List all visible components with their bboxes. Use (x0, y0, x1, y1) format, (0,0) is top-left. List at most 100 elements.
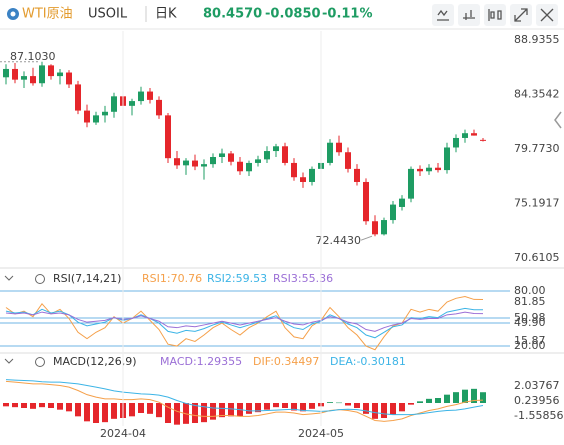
macd-bar (327, 402, 333, 403)
macd-bar (201, 403, 207, 423)
y-tick-label: 75.1917 (514, 196, 560, 209)
candle-body (264, 151, 270, 160)
candle-body (345, 152, 351, 169)
macd-bar (435, 398, 441, 403)
indicator-title: MACD(12,26,9) (53, 355, 137, 368)
candle-body (255, 159, 261, 163)
macd-bar (48, 403, 54, 408)
macd-bar (111, 403, 117, 419)
macd-bar (444, 394, 450, 403)
macd-bar (156, 403, 162, 418)
change-pct: -0.11% (322, 7, 373, 22)
candle-body (156, 99, 162, 116)
collapse-icon[interactable] (4, 275, 14, 281)
candle-body (210, 156, 216, 165)
candle-body (372, 221, 378, 235)
candle-body (246, 162, 252, 172)
logo-dot (10, 11, 16, 17)
candle-body (282, 146, 288, 163)
candle-body (408, 168, 414, 199)
macd-bar (390, 403, 396, 415)
candle-body (102, 111, 108, 116)
candle-body (39, 65, 45, 84)
candle-body (309, 168, 315, 182)
x-tick-label: 2024-05 (298, 427, 344, 440)
candle-body (273, 146, 279, 152)
legend-label: RSI1:70.76 (142, 272, 202, 285)
tool-button[interactable] (458, 4, 480, 26)
macd-bar (3, 403, 9, 407)
candle-body (219, 153, 225, 157)
macd-bar (417, 401, 423, 403)
collapse-icon[interactable] (4, 358, 14, 364)
macd-bar (408, 403, 414, 405)
candle-body (3, 68, 9, 78)
candle-body (21, 76, 27, 80)
y-tick-label: 84.3542 (514, 87, 560, 100)
macd-bar (165, 403, 171, 423)
candle-body (399, 198, 405, 207)
icon-draw (437, 9, 449, 21)
candle-body (444, 147, 450, 171)
macd-bar (21, 403, 27, 408)
legend-label: MACD:1.29355 (160, 355, 242, 368)
candle-body (435, 167, 441, 171)
rsi-line (5, 311, 484, 332)
macd-bar (336, 402, 342, 404)
macd-bar (192, 403, 198, 423)
macd-bar (291, 403, 297, 411)
candle-body (417, 168, 423, 172)
candle-body (93, 115, 99, 123)
y-tick-label: 88.9355 (514, 33, 560, 46)
candle-body (300, 177, 306, 182)
tool-button[interactable] (432, 4, 454, 26)
macd-bar (372, 403, 378, 419)
candle-body (336, 142, 342, 153)
macd-bar (381, 403, 387, 418)
macd-bar (30, 403, 36, 409)
tool-button[interactable] (484, 4, 506, 26)
high-annotation: 87.1030 (10, 50, 56, 63)
y-tick-label: 20.00 (514, 339, 546, 352)
candle-body (480, 139, 486, 141)
macd-bar (102, 403, 108, 423)
icon-expand (514, 8, 528, 22)
candle-body (426, 167, 432, 172)
legend-label: DIF:0.34497 (253, 355, 319, 368)
instrument-name[interactable]: WTI原油 (22, 7, 73, 22)
candle-body (165, 115, 171, 159)
period[interactable]: 日K (155, 7, 177, 22)
macd-bar (66, 403, 72, 412)
candle-body (291, 162, 297, 178)
macd-bar (246, 403, 252, 414)
candle-body (453, 137, 459, 148)
candle-body (201, 164, 207, 167)
macd-bar (354, 403, 360, 408)
candle-body (57, 72, 63, 77)
candle-body (354, 168, 360, 182)
settings-icon[interactable] (35, 274, 45, 284)
annotation-line (360, 235, 373, 241)
collapse-arrow[interactable] (554, 111, 562, 129)
candle-body (174, 158, 180, 166)
icon-close (540, 8, 554, 22)
macd-bar (75, 403, 81, 417)
macd-bar (228, 403, 234, 417)
candle-body (75, 84, 81, 111)
legend-label: DEA:-0.30181 (330, 355, 406, 368)
candle-body (237, 161, 243, 172)
settings-icon[interactable] (35, 357, 45, 367)
indicator-title: RSI(7,14,21) (53, 272, 121, 285)
macd-bar (426, 398, 432, 403)
icon-indicator (463, 10, 475, 20)
macd-bar (300, 403, 306, 412)
candle-body (147, 91, 153, 100)
macd-bar (129, 403, 135, 417)
macd-bar (399, 403, 405, 412)
candle-body (30, 76, 36, 84)
candle-body (363, 181, 369, 222)
side-label: 49.90 (514, 316, 546, 329)
candle-body (381, 220, 387, 235)
y-tick-label: 80.00 (514, 284, 546, 297)
macd-bar (471, 388, 477, 403)
